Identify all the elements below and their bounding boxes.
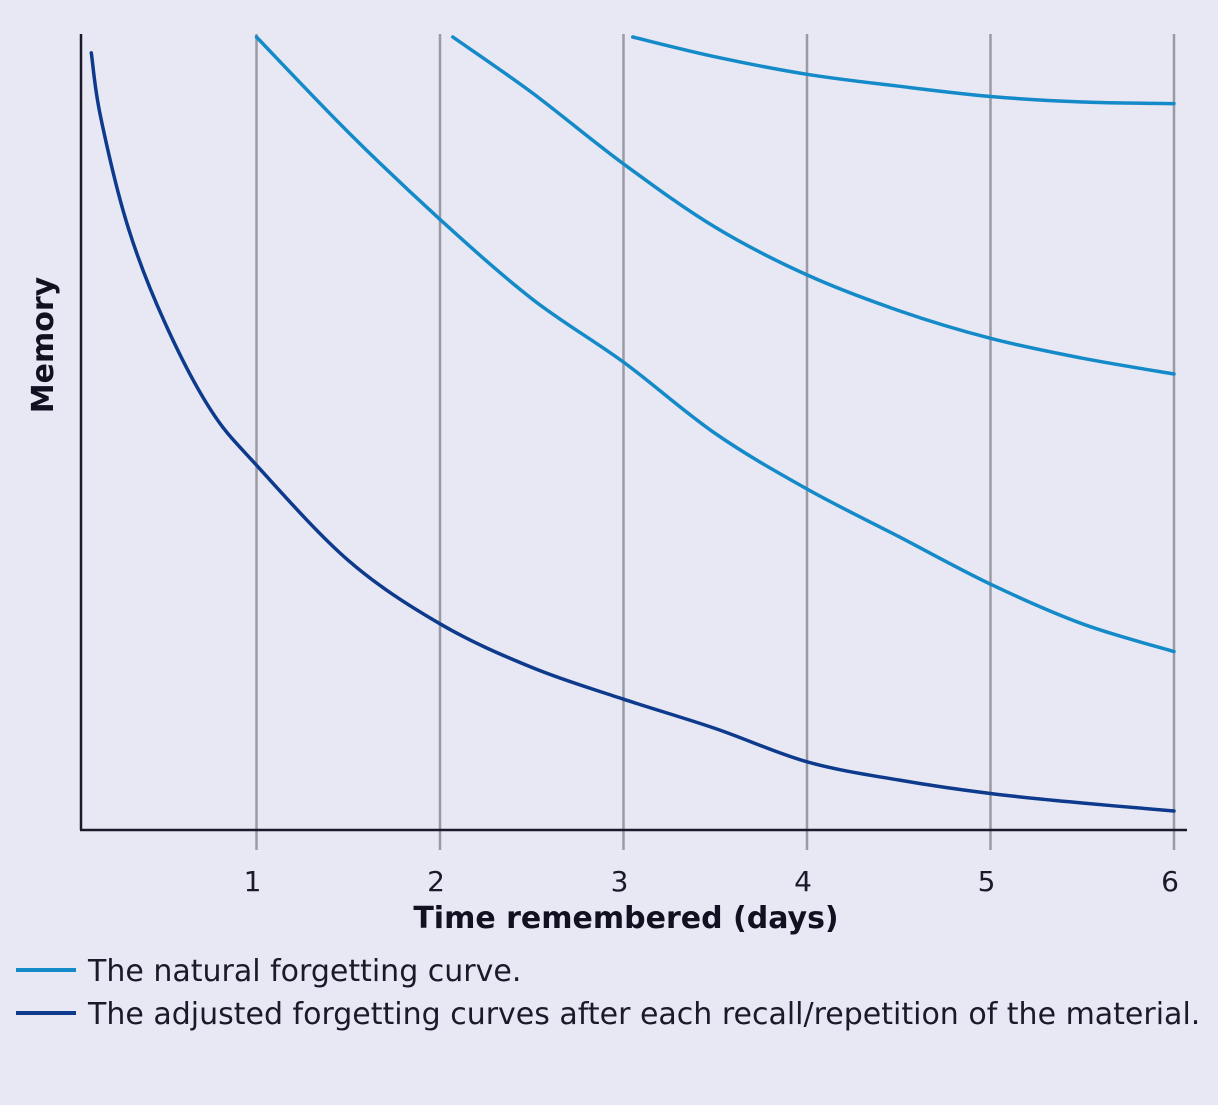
x-tick-labels: 1 2 3 4 5 6 (244, 865, 1179, 898)
y-axis-title: Memory (26, 276, 61, 413)
curve-series (89, 35, 1176, 813)
x-tick-label-2: 2 (427, 865, 445, 898)
natural-curve-line-1 (254, 35, 1176, 654)
legend-swatch-adjusted (16, 1010, 76, 1015)
legend-item-adjusted: The adjusted forgetting curves after eac… (16, 993, 1206, 1036)
legend: The natural forgetting curve. The adjust… (16, 950, 1206, 1036)
legend-swatch-natural (16, 967, 76, 972)
legend-label-adjusted: The adjusted forgetting curves after eac… (88, 997, 1201, 1032)
natural-curve-line-2 (451, 35, 1176, 376)
x-tick-label-4: 4 (794, 865, 812, 898)
forgetting-curve-chart: 1 2 3 4 5 6 Time remembered (days) Memory (26, 34, 1187, 936)
legend-label-natural: The natural forgetting curve. (88, 954, 522, 989)
x-tick-label-6: 6 (1161, 865, 1179, 898)
legend-item-natural: The natural forgetting curve. (16, 950, 1206, 993)
vertical-grid-lines (255, 34, 1176, 850)
natural-curve-line-3 (630, 35, 1176, 106)
x-tick-label-1: 1 (244, 865, 262, 898)
x-tick-label-3: 3 (611, 865, 629, 898)
x-axis-title: Time remembered (days) (413, 901, 838, 936)
adjusted-curve-line (89, 51, 1176, 813)
x-tick-label-5: 5 (978, 865, 996, 898)
